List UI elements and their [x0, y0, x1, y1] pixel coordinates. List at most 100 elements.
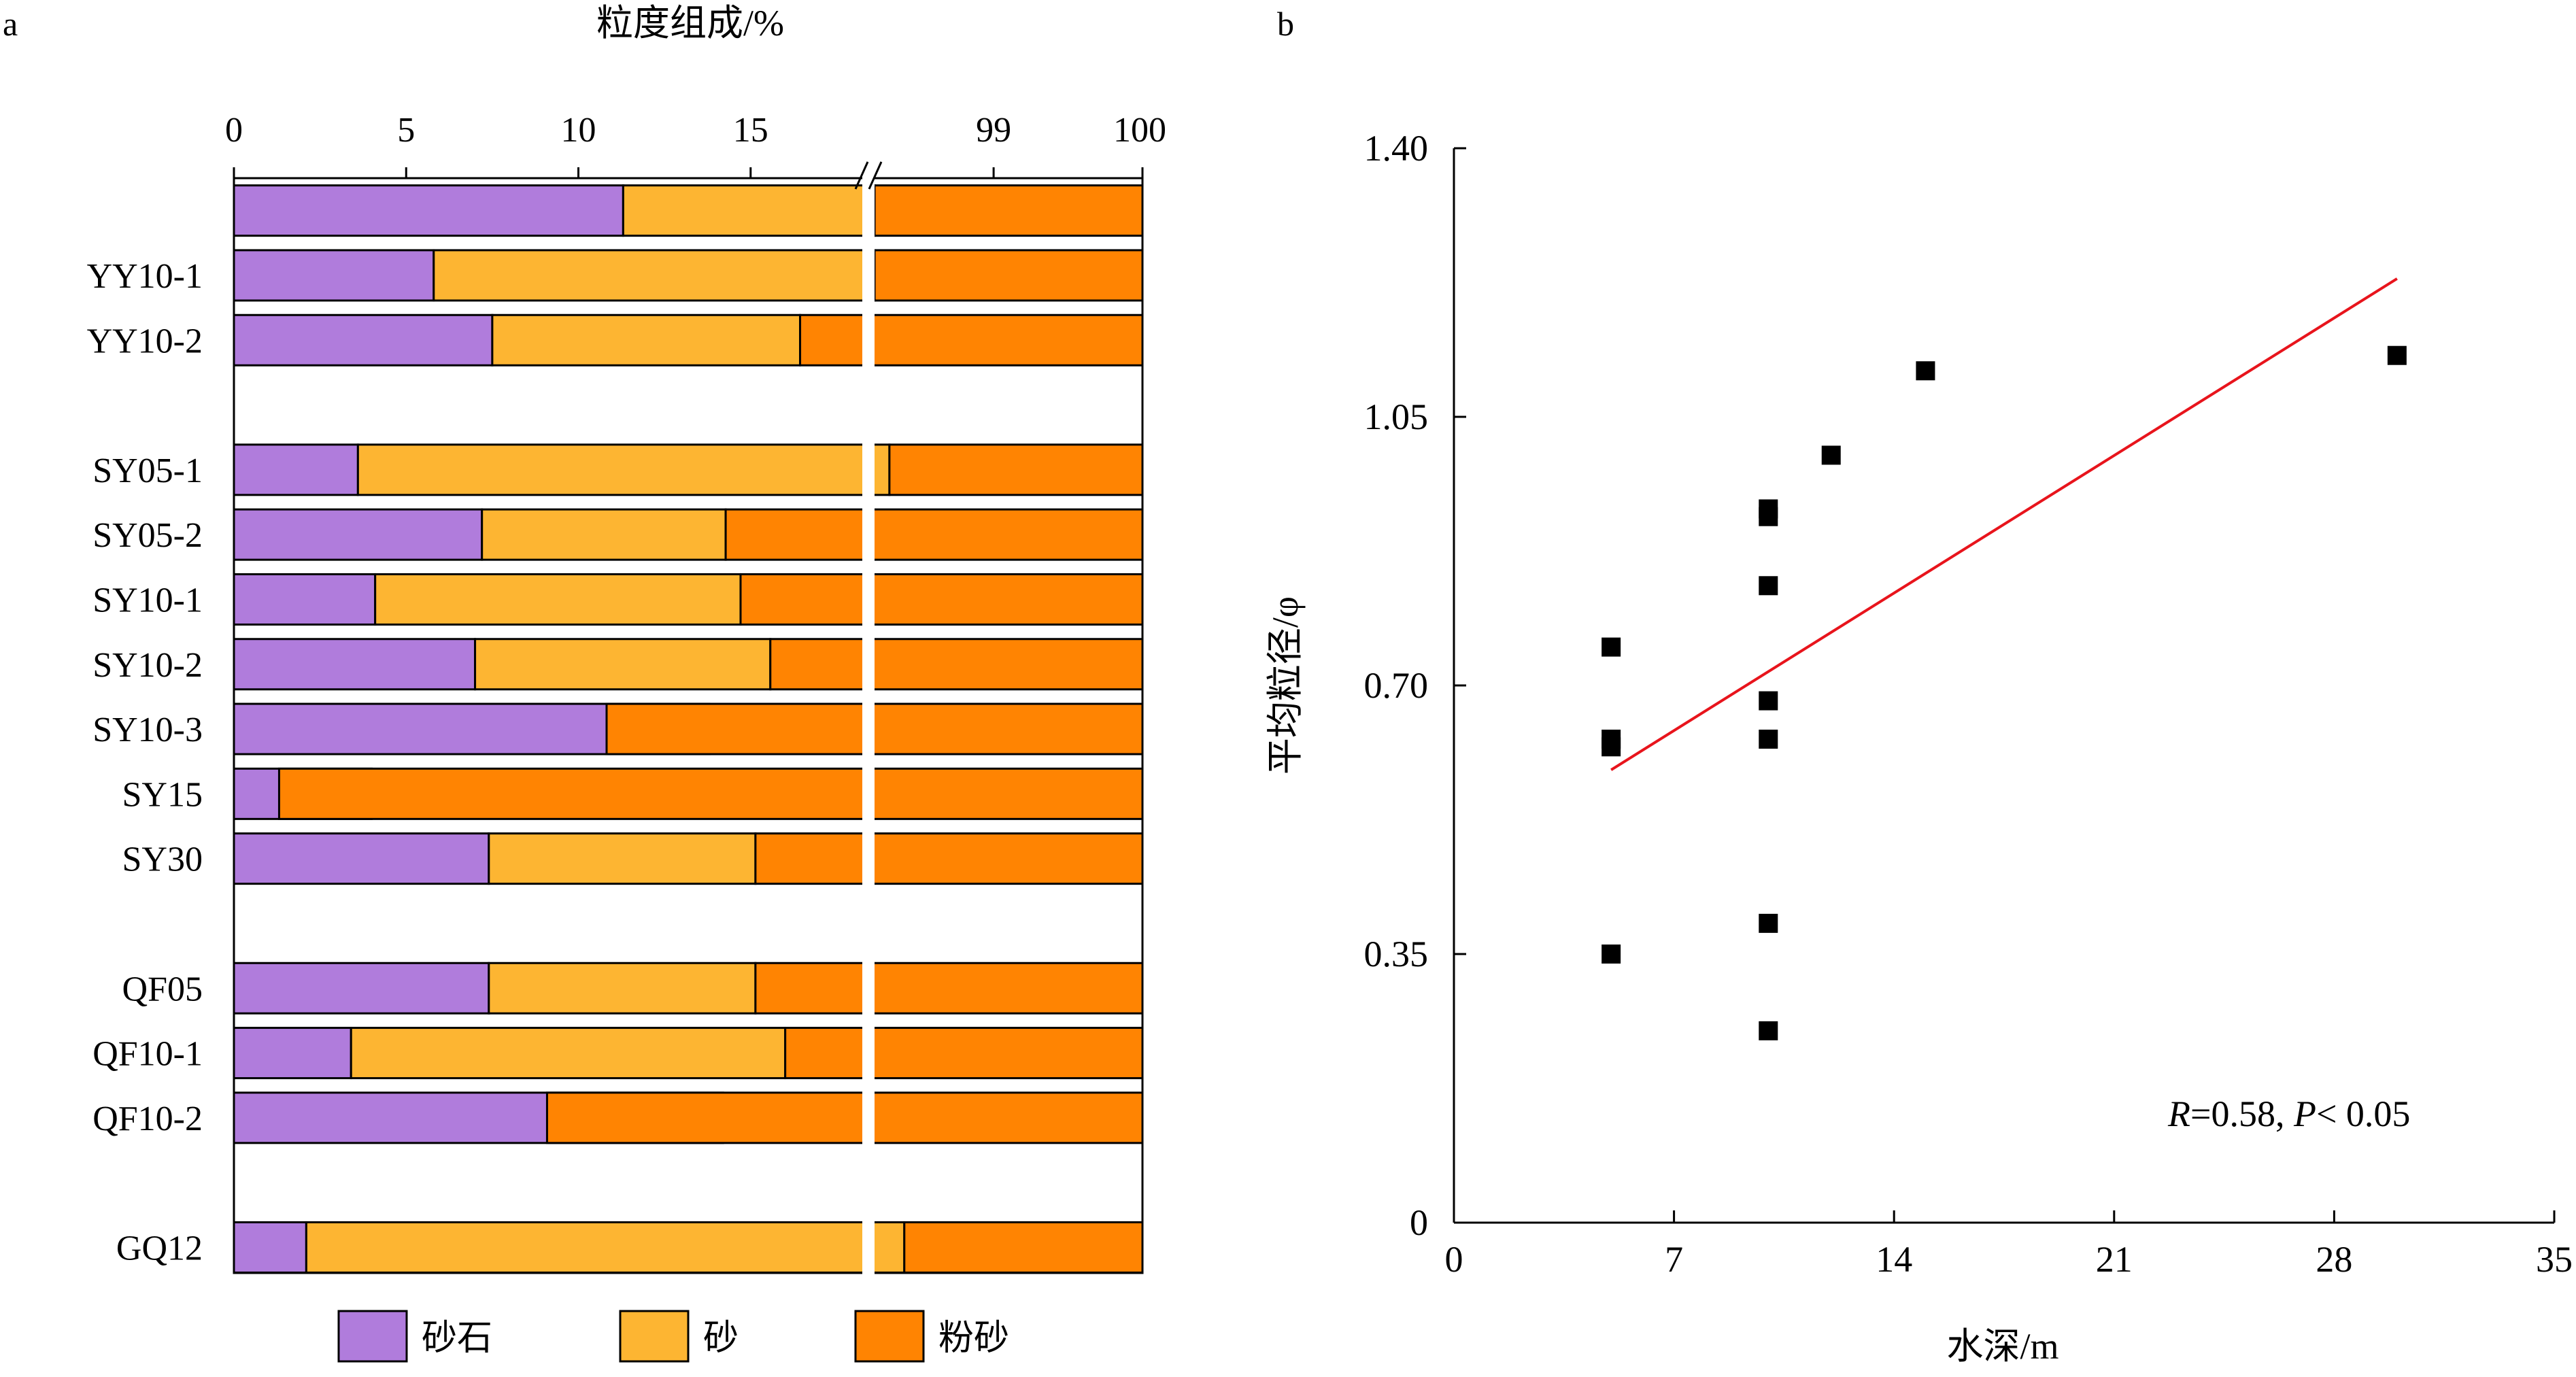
bar-segment-砂: [488, 832, 757, 885]
bar-segment-砂石: [233, 313, 494, 367]
category-label: YY10-2: [87, 322, 203, 360]
category-label: SY05-2: [92, 516, 203, 555]
bar-segment-砂石: [233, 832, 490, 885]
x-tick-label: 0: [1445, 1239, 1463, 1280]
bar-segment-粉砂: [799, 313, 1144, 367]
category-label: GQ12: [116, 1229, 203, 1268]
panel-a: a 粒度组成/% YY10-1 YY10-2 SY05-1 SY05-2 SY10-1 S…: [3, 3, 1166, 1363]
bar-segment-砂石: [233, 573, 377, 626]
bar-segment-粉砂: [754, 832, 1144, 885]
category-label: SY15: [122, 775, 203, 814]
scatter-point: [1601, 945, 1621, 964]
bar-segment-粉砂: [277, 767, 1144, 820]
bar-segment-砂石: [233, 1027, 352, 1080]
x-tick-label: 35: [2536, 1239, 2573, 1280]
panel-a-bars: [233, 184, 1144, 1274]
scatter-point: [1601, 637, 1621, 657]
bar-segment-砂石: [233, 249, 435, 302]
category-label: QF10-2: [92, 1100, 203, 1138]
bar-segment-砂: [491, 313, 802, 367]
panel-a-category-labels: YY10-1 YY10-2 SY05-1 SY05-2 SY10-1 SY10-2 SY10…: [87, 257, 203, 1268]
x-tick-label: 28: [2316, 1239, 2352, 1280]
bar-segment-粉砂: [873, 249, 1144, 302]
bar-segment-粉砂: [784, 1027, 1144, 1080]
bar-segment-砂石: [233, 962, 490, 1015]
x-tick-label: 99: [976, 111, 1011, 150]
bar-segment-砂: [622, 184, 876, 237]
legend-label: 粉砂: [938, 1319, 1009, 1358]
scatter-point: [1759, 913, 1778, 933]
y-axis-label: 平均粒径/φ: [1265, 596, 1306, 775]
scatter-point: [1916, 361, 1935, 381]
x-tick-label: 5: [397, 111, 415, 150]
panel-a-title: 粒度组成/%: [596, 3, 784, 44]
y-tick-label: 0.35: [1364, 934, 1429, 974]
bar-segment-粉砂: [888, 443, 1144, 496]
axis-break-gap: [854, 161, 883, 1277]
x-tick-label: 14: [1876, 1239, 1912, 1280]
legend-swatch: [854, 1310, 925, 1363]
legend: 砂石 砂 粉砂: [337, 1310, 1009, 1363]
bar-segment-砂: [433, 249, 876, 302]
panel-a-x-axis: 0 5 10 15 99 100: [225, 111, 1166, 178]
x-tick-label: 15: [733, 111, 768, 150]
panel-b-axes: 0 7 14 21 28 35 0 0.35 0.70 1.05 1.40: [1364, 128, 2573, 1280]
bar-segment-砂石: [233, 508, 484, 561]
panel-b-label: b: [1277, 5, 1294, 43]
legend-label: 砂石: [422, 1319, 492, 1358]
category-label: QF05: [122, 970, 203, 1008]
scatter-point: [1759, 1021, 1778, 1040]
scatter-point: [1759, 730, 1778, 749]
bar-segment-粉砂: [545, 1091, 1144, 1144]
y-tick-label: 1.40: [1364, 128, 1429, 169]
y-tick-label: 0.70: [1364, 665, 1429, 706]
y-tick-label: 0: [1410, 1202, 1428, 1243]
bar-segment-砂: [356, 443, 891, 496]
scatter-point: [1759, 576, 1778, 596]
y-tick-label: 1.05: [1364, 396, 1429, 437]
bar-segment-砂石: [233, 184, 624, 237]
bar-segment-砂石: [233, 1221, 307, 1274]
legend-label: 砂: [703, 1319, 739, 1358]
category-label: SY10-2: [92, 646, 203, 685]
x-tick-label: 21: [2096, 1239, 2133, 1280]
bar-segment-砂: [305, 1221, 906, 1274]
bar-segment-砂: [350, 1027, 787, 1080]
scatter-points: [1601, 345, 2407, 1040]
scatter-point: [2387, 345, 2407, 365]
bar-segment-粉砂: [873, 184, 1144, 237]
category-label: SY05-1: [92, 452, 203, 490]
legend-swatch: [337, 1310, 408, 1363]
scatter-point: [1759, 691, 1778, 711]
category-label: SY10-1: [92, 581, 203, 619]
bar-segment-粉砂: [724, 508, 1144, 561]
category-label: SY10-3: [92, 711, 203, 749]
bar-segment-砂: [474, 638, 772, 691]
bar-segment-砂: [374, 573, 742, 626]
x-tick-label: 100: [1113, 111, 1166, 150]
scatter-point: [1821, 445, 1841, 465]
bar-segment-砂: [488, 962, 757, 1015]
legend-swatch: [619, 1310, 690, 1363]
panel-a-label: a: [3, 5, 18, 43]
x-tick-label: 7: [1665, 1239, 1683, 1280]
category-label: YY10-1: [87, 257, 203, 296]
bar-segment-粉砂: [903, 1221, 1144, 1274]
regression-line: [1610, 277, 2398, 771]
bar-segment-粉砂: [754, 962, 1144, 1015]
regression-annotation: R=0.58, P< 0.05: [2167, 1093, 2410, 1134]
x-axis-label: 水深/m: [1946, 1326, 2058, 1367]
panel-b: b 0 7 14 21 28 35 0 0.35 0.70 1.05 1.40 水深/m 平均粒径/…: [1265, 5, 2573, 1367]
bar-segment-砂: [481, 508, 727, 561]
bar-segment-粉砂: [739, 573, 1144, 626]
x-tick-label: 0: [225, 111, 243, 150]
bar-segment-砂石: [233, 638, 477, 691]
category-label: SY30: [122, 840, 203, 879]
bar-segment-砂石: [233, 443, 359, 496]
x-tick-label: 10: [561, 111, 596, 150]
bar-segment-粉砂: [769, 638, 1144, 691]
scatter-point: [1601, 737, 1621, 757]
category-label: QF10-1: [92, 1035, 203, 1074]
scatter-point: [1759, 507, 1778, 526]
